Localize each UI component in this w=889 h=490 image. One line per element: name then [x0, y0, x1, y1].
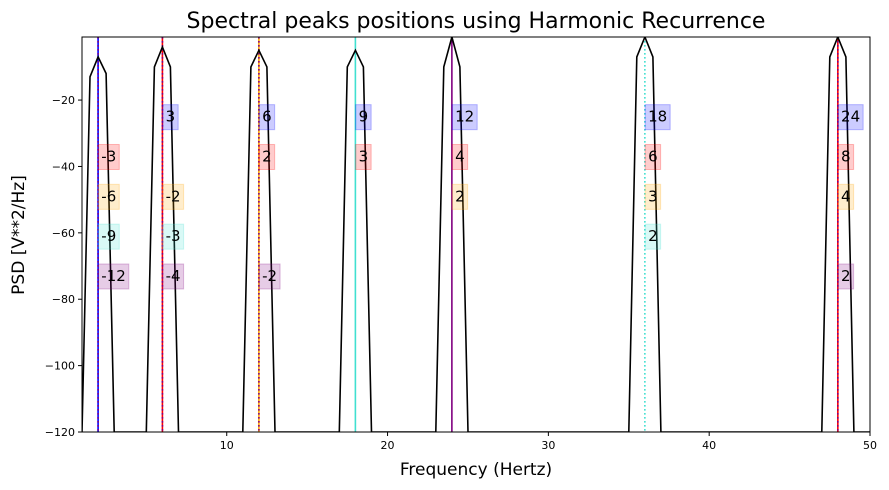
annotation-box — [258, 104, 276, 131]
y-tick-label: −100 — [45, 360, 75, 373]
psd-series-line — [82, 37, 870, 432]
annotation-box — [837, 263, 855, 290]
harmonic-annotation: -2 — [258, 263, 281, 290]
x-tick-label: 30 — [541, 439, 555, 452]
y-tick-label: −80 — [52, 293, 75, 306]
harmonic-annotation: 4 — [837, 183, 855, 210]
harmonic-annotation: 3 — [644, 183, 662, 210]
x-tick-label: 20 — [381, 439, 395, 452]
annotation-box — [355, 104, 372, 131]
harmonic-annotation: 3 — [162, 104, 179, 131]
harmonic-annotation: -3 — [97, 143, 120, 170]
harmonic-annotation: -12 — [97, 263, 130, 290]
harmonic-annotation: 4 — [451, 143, 469, 170]
annotation-box — [258, 143, 276, 170]
harmonic-annotation: -3 — [162, 223, 185, 250]
y-tick-label: −20 — [52, 94, 75, 107]
annotation-box — [162, 263, 185, 290]
annotation-box — [97, 223, 120, 250]
annotation-box — [451, 104, 478, 131]
annotation-box — [837, 143, 855, 170]
svg-text:24: 24 — [841, 108, 860, 126]
svg-text:6: 6 — [262, 108, 272, 126]
harmonic-annotation: 6 — [644, 143, 662, 170]
annotation-box — [451, 183, 469, 210]
annotation-box — [162, 223, 185, 250]
annotation-box — [162, 183, 185, 210]
harmonic-annotation: -2 — [162, 183, 185, 210]
svg-text:-4: -4 — [166, 267, 181, 285]
svg-text:-3: -3 — [101, 147, 116, 165]
annotation-box — [355, 143, 372, 170]
svg-text:-2: -2 — [166, 187, 181, 205]
y-axis-title: PSD [V**2/Hz] — [9, 175, 29, 295]
harmonic-annotation: 12 — [451, 104, 478, 131]
svg-text:9: 9 — [359, 108, 369, 126]
annotation-box — [258, 263, 281, 290]
svg-text:-9: -9 — [101, 227, 116, 245]
svg-text:-6: -6 — [101, 187, 116, 205]
svg-text:-12: -12 — [101, 267, 126, 285]
harmonic-annotation: 6 — [258, 104, 276, 131]
annotation-box — [97, 183, 120, 210]
harmonic-annotation: 2 — [451, 183, 469, 210]
x-tick-label: 40 — [702, 439, 716, 452]
svg-text:2: 2 — [262, 147, 272, 165]
svg-text:2: 2 — [455, 187, 465, 205]
harmonic-annotation: -4 — [162, 263, 185, 290]
harmonic-annotation: 2 — [837, 263, 855, 290]
svg-text:4: 4 — [455, 147, 465, 165]
svg-text:-3: -3 — [166, 227, 181, 245]
svg-text:4: 4 — [841, 187, 851, 205]
plot-frame — [81, 36, 871, 433]
svg-text:6: 6 — [648, 147, 658, 165]
harmonic-annotation: 24 — [837, 104, 864, 131]
svg-text:3: 3 — [166, 108, 176, 126]
annotation-box — [644, 223, 662, 250]
harmonic-annotation: 18 — [644, 104, 671, 131]
x-axis-title: Frequency (Hertz) — [400, 460, 552, 480]
annotation-box — [97, 263, 130, 290]
axes: 10 20 30 40 50 −120 −100 −80 −60 −40 −20 — [45, 94, 877, 452]
svg-text:8: 8 — [841, 147, 851, 165]
svg-text:2: 2 — [648, 227, 658, 245]
x-tick-label: 10 — [220, 439, 234, 452]
harmonic-annotation: 9 — [355, 104, 372, 131]
annotation-box — [837, 183, 855, 210]
harmonic-annotation: 3 — [355, 143, 372, 170]
annotation-box — [837, 104, 864, 131]
harmonic-annotation: 2 — [644, 223, 662, 250]
y-tick-label: −40 — [52, 160, 75, 173]
annotation-box — [644, 104, 671, 131]
svg-text:3: 3 — [359, 147, 369, 165]
annotation-box — [644, 183, 662, 210]
annotation-box — [162, 104, 179, 131]
y-tick-label: −120 — [45, 426, 75, 439]
harmonic-annotation: 8 — [837, 143, 855, 170]
svg-text:2: 2 — [841, 267, 851, 285]
svg-text:12: 12 — [455, 108, 474, 126]
annotation-box — [451, 143, 469, 170]
svg-text:-2: -2 — [262, 267, 277, 285]
harmonic-annotation: 2 — [258, 143, 276, 170]
plot-area: 3 6 9 12 18 24 -3 2 3 4 6 8 -6 -2 2 3 4 -9 -3 2 -12 -4 -2 2 — [82, 37, 870, 432]
annotation-box — [97, 143, 120, 170]
annotation-box — [644, 143, 662, 170]
x-tick-label: 50 — [863, 439, 877, 452]
svg-text:18: 18 — [648, 108, 667, 126]
chart-title: Spectral peaks positions using Harmonic … — [187, 9, 766, 34]
y-tick-label: −60 — [52, 227, 75, 240]
svg-text:3: 3 — [648, 187, 658, 205]
harmonic-annotation: -9 — [97, 223, 120, 250]
harmonic-annotation: -6 — [97, 183, 120, 210]
